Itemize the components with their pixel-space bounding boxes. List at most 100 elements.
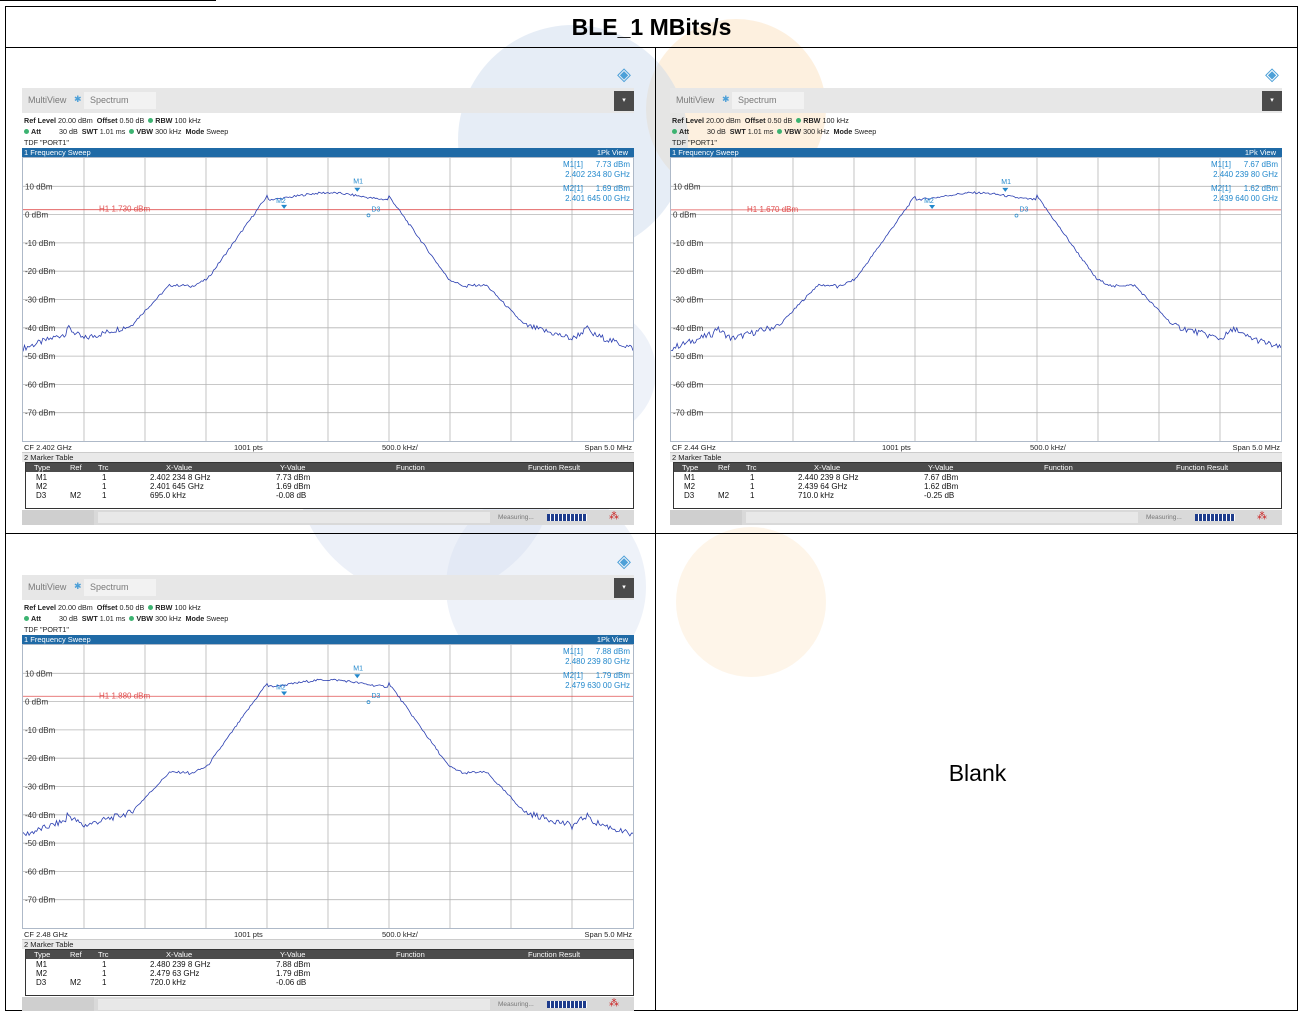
marker-table-header: Type Ref Trc X-Value Y-Value Function Fu… bbox=[674, 463, 1281, 472]
sweep-title-bar: 1 Frequency Sweep 1Pk View bbox=[22, 635, 634, 644]
row-divider bbox=[6, 533, 1297, 534]
tab-multiview[interactable]: MultiView bbox=[22, 92, 82, 109]
cell-type: D3 bbox=[684, 491, 695, 500]
division-width: 500.0 kHz/ bbox=[1030, 443, 1066, 452]
mode-label: Mode bbox=[185, 614, 205, 623]
menu-dropdown-icon[interactable]: ▾ bbox=[614, 578, 634, 598]
marker-readout-value: 2.439 640 00 GHz bbox=[1213, 194, 1278, 203]
col-trc: Trc bbox=[746, 463, 757, 472]
marker-m2-icon bbox=[281, 204, 288, 209]
y-tick-label: 0 dBm bbox=[25, 211, 48, 220]
cell-x: 2.440 239 8 GHz bbox=[798, 473, 859, 482]
sweep-points: 1001 pts bbox=[882, 443, 911, 452]
marker-readout-value: 2.479 630 00 GHz bbox=[565, 681, 630, 690]
span-value: Span 5.0 MHz bbox=[1232, 443, 1280, 452]
marker-m1-icon bbox=[354, 187, 361, 192]
plot-footer: CF 2.48 GHz 1001 pts 500.0 kHz/ Span 5.0… bbox=[22, 929, 634, 940]
spectrum-plot[interactable]: 10 dBm 0 dBm -10 dBm -20 dBm -30 dBm -40 dBm -… bbox=[22, 644, 634, 929]
spectrum-plot[interactable]: 10 dBm 0 dBm -10 dBm -20 dBm -30 dBm -40 dBm -… bbox=[22, 157, 634, 442]
table-row: D3 M2 1 695.0 kHz -0.08 dB bbox=[26, 491, 633, 500]
col-y-value: Y-Value bbox=[280, 463, 306, 472]
center-frequency: CF 2.48 GHz bbox=[24, 930, 68, 939]
cell-trc: 1 bbox=[102, 491, 107, 500]
tab-multiview[interactable]: MultiView bbox=[670, 92, 730, 109]
status-bar: Measuring... ⁂ bbox=[22, 510, 634, 525]
tab-spectrum[interactable]: Spectrum bbox=[84, 579, 156, 596]
menu-dropdown-icon[interactable]: ▾ bbox=[614, 91, 634, 111]
column-divider bbox=[655, 48, 656, 1011]
cell-trc: 1 bbox=[750, 491, 755, 500]
network-warning-icon[interactable]: ⁂ bbox=[609, 511, 619, 522]
mode-value: Sweep bbox=[206, 614, 229, 623]
swt-value: 1.01 ms bbox=[747, 127, 774, 136]
coupled-dot-icon bbox=[24, 129, 29, 134]
settings-line-2: Att 30 dB SWT 1.01 ms VBW 300 kHz Mode S… bbox=[24, 127, 228, 136]
settings-line-2: Att 30 dB SWT 1.01 ms VBW 300 kHz Mode S… bbox=[672, 127, 876, 136]
menu-dropdown-icon[interactable]: ▾ bbox=[1262, 91, 1282, 111]
cell-y: 7.88 dBm bbox=[276, 960, 311, 969]
swt-label: SWT bbox=[81, 127, 98, 136]
tdf-line: TDF "PORT1" bbox=[24, 625, 69, 634]
cell-trc: 1 bbox=[102, 978, 107, 987]
marker-table: Type Ref Trc X-Value Y-Value Function Fu… bbox=[25, 949, 634, 996]
tab-spectrum-label: Spectrum bbox=[90, 95, 129, 105]
cell-type: D3 bbox=[36, 491, 47, 500]
sweep-points: 1001 pts bbox=[234, 443, 263, 452]
rbw-label: RBW bbox=[155, 603, 173, 612]
cell-y: -0.25 dB bbox=[924, 491, 955, 500]
col-type: Type bbox=[34, 463, 51, 472]
tab-spectrum-label: Spectrum bbox=[738, 95, 777, 105]
center-frequency: CF 2.44 GHz bbox=[672, 443, 716, 452]
table-row: M2 1 2.479 63 GHz 1.79 dBm bbox=[26, 969, 633, 978]
offset-value: 0.50 dB bbox=[119, 116, 145, 125]
marker-table: Type Ref Trc X-Value Y-Value Function Fu… bbox=[673, 462, 1282, 509]
vbw-value: 300 kHz bbox=[155, 127, 182, 136]
tab-multiview[interactable]: MultiView bbox=[22, 579, 82, 596]
measuring-progress-bar bbox=[1195, 514, 1235, 521]
vbw-label: VBW bbox=[136, 614, 154, 623]
coupled-dot-icon bbox=[777, 129, 783, 134]
status-segment bbox=[22, 997, 94, 1011]
marker-d3-icon bbox=[1014, 213, 1019, 218]
col-type: Type bbox=[682, 463, 699, 472]
att-label: Att bbox=[679, 127, 689, 136]
tab-spectrum[interactable]: Spectrum bbox=[84, 92, 156, 109]
marker-d3-icon bbox=[366, 213, 371, 218]
col-x-value: X-Value bbox=[814, 463, 841, 472]
ref-level-label: Ref Level bbox=[24, 603, 56, 612]
tdf-line: TDF "PORT1" bbox=[24, 138, 69, 147]
ref-level-value: 20.00 dBm bbox=[57, 603, 93, 612]
y-tick-label: -40 dBm bbox=[673, 324, 704, 333]
tab-spectrum[interactable]: Spectrum bbox=[732, 92, 804, 109]
measuring-label: Measuring... bbox=[498, 1001, 534, 1008]
marker-d3-icon bbox=[366, 700, 371, 704]
y-tick-label: -40 dBm bbox=[25, 324, 56, 333]
cell-ref: M2 bbox=[70, 491, 82, 500]
cell-ref: M2 bbox=[718, 491, 730, 500]
mode-value: Sweep bbox=[206, 127, 229, 136]
marker-readout-value: 2.401 645 00 GHz bbox=[565, 194, 630, 203]
cell-y: -0.08 dB bbox=[276, 491, 307, 500]
col-ref: Ref bbox=[718, 463, 730, 472]
col-y-value: Y-Value bbox=[280, 950, 306, 959]
cell-y: 7.73 dBm bbox=[276, 473, 311, 482]
cell-x: 695.0 kHz bbox=[150, 491, 187, 500]
rbw-value: 100 kHz bbox=[822, 116, 849, 125]
network-warning-icon[interactable]: ⁂ bbox=[1257, 511, 1267, 522]
spectrum-plot[interactable]: 10 dBm 0 dBm -10 dBm -20 dBm -30 dBm -40 dBm -… bbox=[670, 157, 1282, 442]
col-ref: Ref bbox=[70, 463, 82, 472]
marker-readout-label: M2[1] bbox=[1211, 184, 1231, 193]
marker-table-title: 2 Marker Table bbox=[22, 453, 634, 462]
h1-label: H1 1.880 dBm bbox=[99, 691, 150, 700]
cell-ref: M2 bbox=[70, 978, 82, 987]
marker-readout-value: 2.480 239 80 GHz bbox=[565, 657, 630, 666]
swt-label: SWT bbox=[81, 614, 98, 623]
offset-value: 0.50 dB bbox=[119, 603, 145, 612]
spectrum-svg: 10 dBm 0 dBm -10 dBm -20 dBm -30 dBm -40 dBm -… bbox=[22, 158, 634, 441]
spectrum-trace bbox=[22, 678, 634, 837]
cell-x: 720.0 kHz bbox=[150, 978, 187, 987]
marker-m1-label: M1 bbox=[353, 665, 363, 672]
network-warning-icon[interactable]: ⁂ bbox=[609, 998, 619, 1009]
h1-label: H1 1.670 dBm bbox=[747, 205, 798, 214]
marker-m1-icon bbox=[354, 674, 361, 679]
